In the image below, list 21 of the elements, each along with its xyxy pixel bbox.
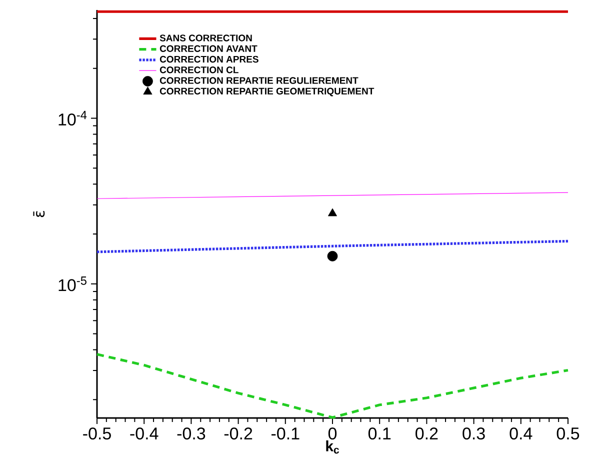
legend-label: CORRECTION APRES: [160, 56, 258, 63]
x-axis-title: k$_{c}$: [326, 440, 340, 454]
legend-label: CORRECTION REPARTIE REGULIEREMENT: [160, 77, 358, 84]
x-tick-label: 0.5: [556, 427, 580, 440]
x-tick-label: 0.1: [368, 427, 391, 440]
legend-label: CORRECTION CL: [160, 66, 238, 74]
x-tick-label: -0.1: [272, 427, 300, 440]
legend-label: SANS CORRECTION: [160, 34, 252, 42]
legend-label: CORRECTION REPARTIE GEOMETRIQUEMENT: [160, 88, 374, 96]
x-tick-label: 0: [328, 427, 337, 440]
x-tick-label: -0.5: [83, 427, 111, 440]
legend-label: CORRECTION AVANT: [160, 45, 258, 52]
x-tick-label: 0.4: [510, 427, 532, 440]
y-tick-label: 10$^{-4}$: [58, 110, 87, 126]
y-tick-label: 10$^{-5}$: [58, 276, 86, 292]
x-tick-label: 0.2: [416, 427, 438, 440]
x-tick-label: -0.4: [130, 427, 158, 440]
y-axis-title: ε̄: [33, 210, 45, 218]
x-tick-label: 0.3: [462, 427, 485, 440]
x-tick-label: -0.3: [177, 427, 206, 440]
x-tick-label: -0.2: [224, 427, 252, 440]
